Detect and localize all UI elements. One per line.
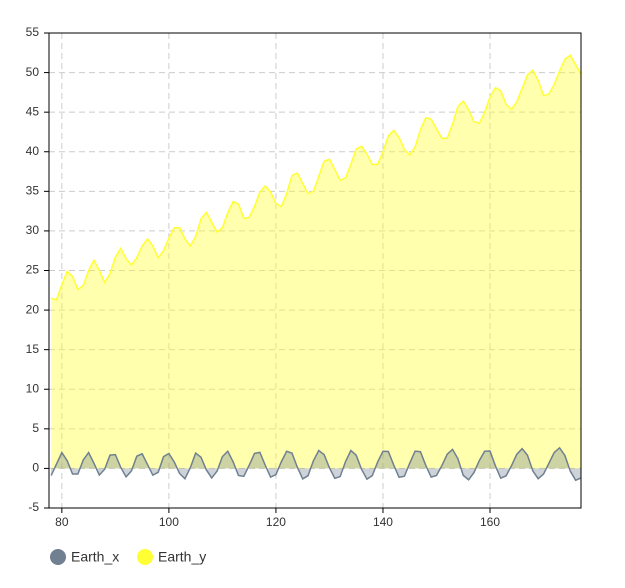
legend-label[interactable]: Earth_x: [71, 549, 119, 565]
legend-marker[interactable]: [137, 549, 153, 565]
x-tick-label: 140: [373, 515, 393, 529]
x-tick-label: 160: [480, 515, 500, 529]
y-tick-label: 50: [26, 65, 40, 79]
x-tick-label: 120: [266, 515, 286, 529]
area-line: [50, 446, 582, 482]
legend-label[interactable]: Earth_y: [158, 549, 206, 565]
y-tick-label: 45: [26, 104, 40, 118]
area-fill: [51, 447, 581, 481]
y-tick-label: 5: [32, 421, 39, 435]
y-tick-label: 55: [26, 25, 40, 39]
area-fill: [51, 55, 581, 469]
area-line: [50, 54, 582, 301]
y-tick-label: 15: [26, 342, 40, 356]
y-tick-label: 30: [26, 223, 40, 237]
legend: Earth_x Earth_y: [50, 549, 206, 565]
y-tick-label: 40: [26, 144, 40, 158]
plot-area: [50, 54, 582, 482]
y-tick-label: 0: [32, 461, 39, 475]
y-tick-label: -5: [28, 500, 39, 514]
y-tick-label: 35: [26, 184, 40, 198]
y-tick-label: 25: [26, 263, 40, 277]
legend-marker[interactable]: [50, 549, 66, 565]
y-tick-label: 20: [26, 302, 40, 316]
axes: -5 0 5 10 15 20 25 30 35 40 45 50 55 80 100 120 140 160: [26, 25, 501, 529]
y-tick-label: 10: [26, 381, 40, 395]
x-tick-label: 100: [159, 515, 179, 529]
x-tick-label: 80: [55, 515, 69, 529]
